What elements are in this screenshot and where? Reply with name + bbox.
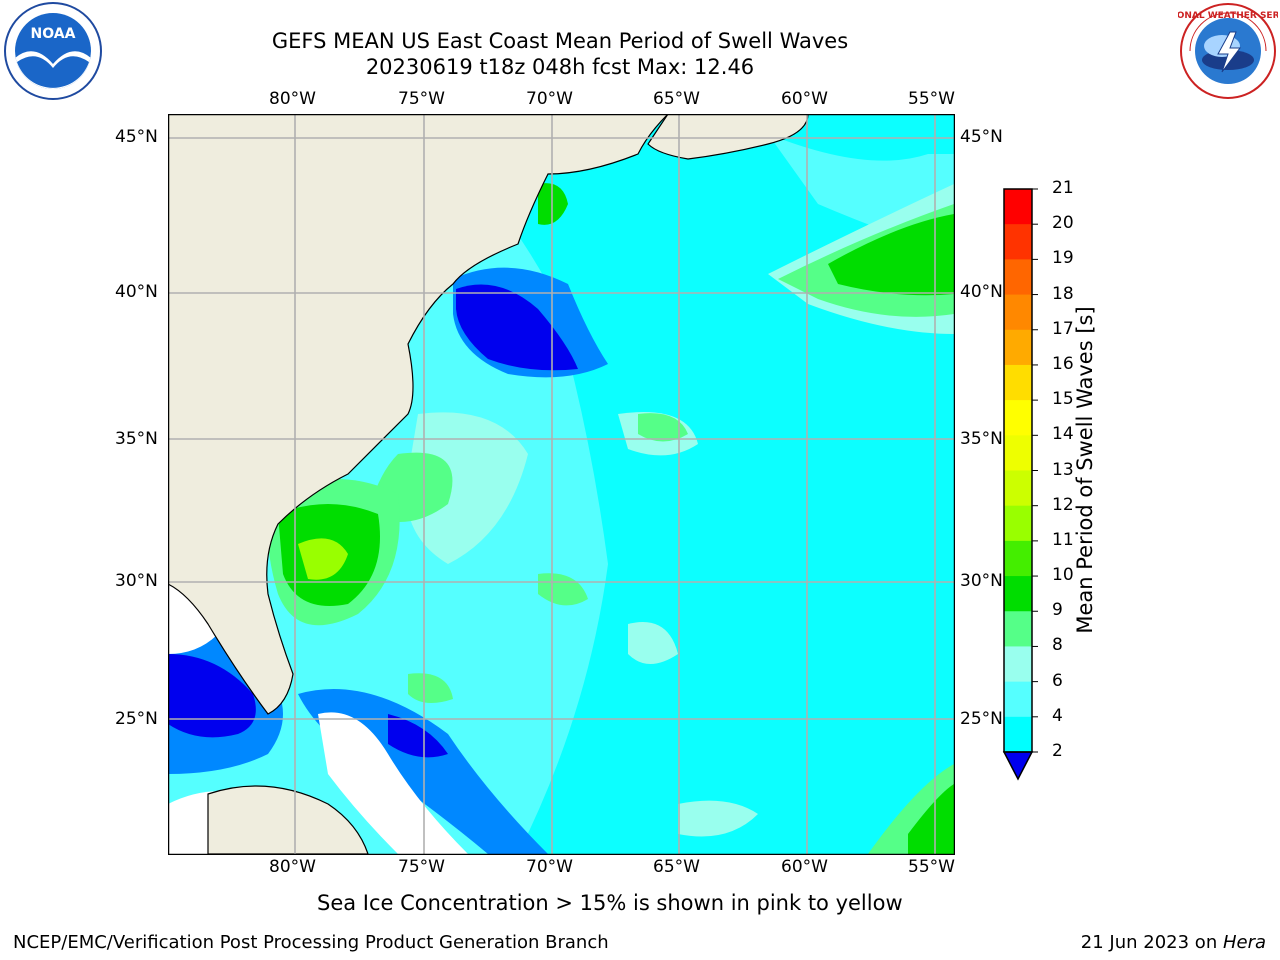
colorbar-segment <box>1004 681 1032 718</box>
lat-label-right: 45°N <box>960 127 1003 147</box>
colorbar-tick-label: 11 <box>1052 529 1074 550</box>
colorbar-tick-label: 17 <box>1052 318 1074 339</box>
no-data-gulf <box>168 584 218 654</box>
swell-zone-9-10s-bermuda <box>638 413 688 442</box>
colorbar <box>1002 188 1038 781</box>
nws-logo: NATIONAL WEATHER SERVICE <box>1178 3 1278 99</box>
lat-label-right: 40°N <box>960 282 1003 302</box>
colorbar-tick-label: 4 <box>1052 705 1063 726</box>
colorbar-segment <box>1004 505 1032 542</box>
colorbar-tick-label: 12 <box>1052 494 1074 515</box>
lon-label-bottom: 75°W <box>398 857 445 877</box>
sea-ice-note: Sea Ice Concentration > 15% is shown in … <box>317 891 903 915</box>
lat-label-left: 40°N <box>115 282 158 302</box>
nws-logo-text: NATIONAL WEATHER SERVICE <box>1178 11 1278 21</box>
land-cuba <box>207 785 369 854</box>
colorbar-segment <box>1004 294 1032 331</box>
run-date: 21 Jun 2023 on Hera <box>1080 932 1266 953</box>
swell-zone-11-12s-georgia <box>298 538 348 580</box>
swell-zone-9-10s-bahamas <box>408 673 453 703</box>
colorbar-tick-label: 15 <box>1052 389 1074 410</box>
colorbar-segment <box>1004 716 1032 753</box>
colorbar-tick-label: 16 <box>1052 353 1074 374</box>
colorbar-segment <box>1004 400 1032 436</box>
land-nova-scotia <box>647 114 809 160</box>
lat-label-left: 45°N <box>115 127 158 147</box>
swell-zone-10-11s-se <box>908 784 954 854</box>
colorbar-segment <box>1004 611 1032 647</box>
colorbar-tick-label: 10 <box>1052 565 1074 586</box>
lon-label-bottom: 70°W <box>526 857 573 877</box>
swell-zone-8-9s-south <box>628 622 678 664</box>
swell-zone-under-2s-florida-straits <box>168 654 256 738</box>
colorbar-tick-label: 20 <box>1052 213 1074 234</box>
swell-zone-10-11s-east <box>828 214 954 296</box>
swell-zone-under-2s-bight <box>456 284 578 371</box>
colorbar-segment <box>1004 576 1032 612</box>
lat-label-left: 35°N <box>115 429 158 449</box>
chart-title-line1: GEFS MEAN US East Coast Mean Period of S… <box>271 29 849 53</box>
swell-zone-10-11s-gulf-maine <box>538 183 568 225</box>
lon-label-bottom: 80°W <box>269 857 316 877</box>
lat-label-right: 35°N <box>960 429 1003 449</box>
colorbar-label: Mean Period of Swell Waves [s] <box>1073 306 1097 634</box>
producer-credit: NCEP/EMC/Verification Post Processing Pr… <box>13 932 609 953</box>
colorbar-segment <box>1004 189 1032 225</box>
swell-zone-8-9s-central <box>406 412 528 564</box>
lon-label-top: 60°W <box>781 89 828 109</box>
colorbar-segment <box>1004 224 1032 260</box>
lat-label-right: 30°N <box>960 571 1003 591</box>
lon-label-top: 70°W <box>526 89 573 109</box>
colorbar-segment <box>1004 364 1032 401</box>
colorbar-segment <box>1004 470 1032 507</box>
lon-label-top: 65°W <box>653 89 700 109</box>
lon-label-bottom: 65°W <box>653 857 700 877</box>
lat-label-left: 30°N <box>115 571 158 591</box>
lon-label-top: 55°W <box>908 89 955 109</box>
lon-label-top: 80°W <box>269 89 316 109</box>
map-panel <box>168 114 955 855</box>
colorbar-tick-label: 14 <box>1052 424 1074 445</box>
graticule <box>168 114 954 854</box>
lon-label-top: 75°W <box>398 89 445 109</box>
lon-label-bottom: 60°W <box>781 857 828 877</box>
colorbar-segment <box>1004 646 1032 683</box>
colorbar-tick-label: 13 <box>1052 459 1074 480</box>
colorbar-tick-label: 8 <box>1052 635 1063 656</box>
colorbar-segment <box>1004 259 1032 296</box>
lon-label-bottom: 55°W <box>908 857 955 877</box>
colorbar-segment <box>1004 329 1032 366</box>
swell-zone-8-9s-bottom <box>678 800 758 837</box>
land-us-east-coast <box>168 114 669 715</box>
host-name: Hera <box>1222 932 1266 953</box>
colorbar-tick-label: 19 <box>1052 248 1074 269</box>
no-data-bahamas-banks <box>318 712 468 854</box>
chart-title-line2: 20230619 t18z 048h fcst Max: 12.46 <box>365 55 755 79</box>
colorbar-under-arrow <box>1002 751 1034 781</box>
swell-zone-under-2s-bahamas <box>388 714 448 758</box>
colorbar-tick-label: 6 <box>1052 670 1063 691</box>
colorbar-tick-label: 21 <box>1052 178 1074 198</box>
colorbar-tick-label: 18 <box>1052 283 1074 304</box>
colorbar-tick-label: 2 <box>1052 741 1063 761</box>
noaa-logo-text: NOAA <box>31 26 76 42</box>
colorbar-tick-label: 9 <box>1052 600 1063 621</box>
lat-label-right: 25°N <box>960 709 1003 729</box>
colorbar-segment <box>1004 540 1032 577</box>
lat-label-left: 25°N <box>115 709 158 729</box>
colorbar-segment <box>1004 435 1032 471</box>
noaa-logo: NOAA <box>4 2 102 100</box>
